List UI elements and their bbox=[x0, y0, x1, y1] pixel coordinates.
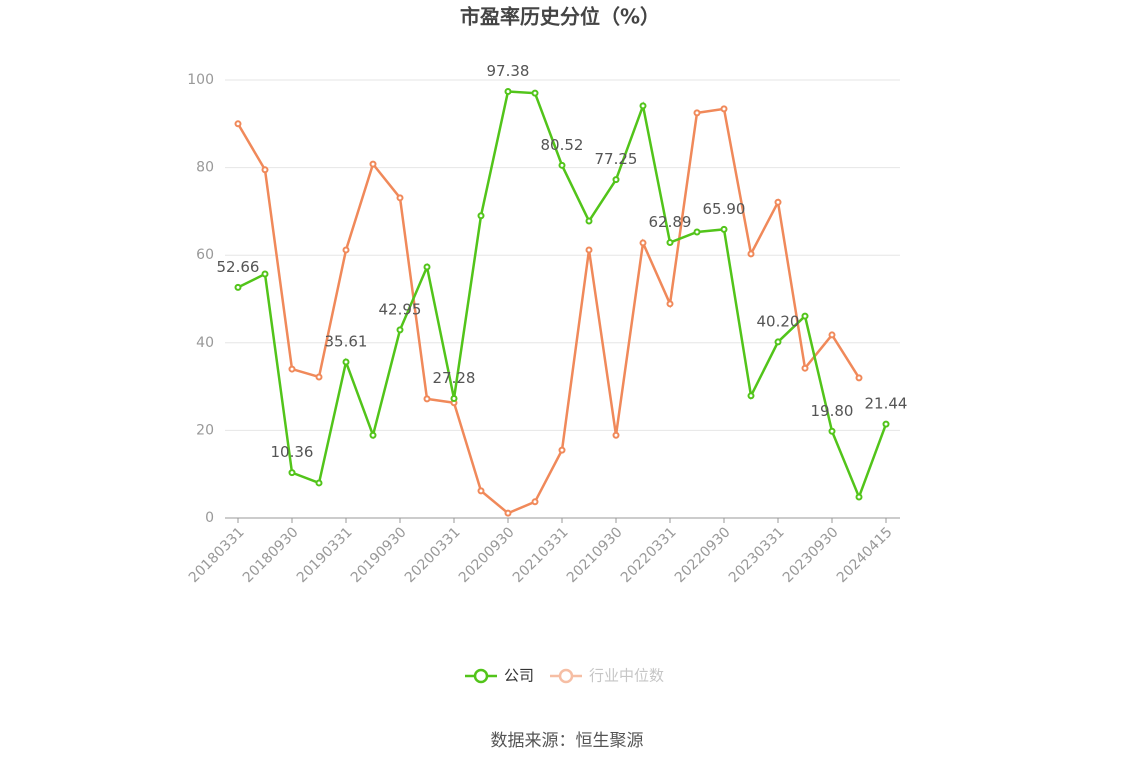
x-tick-label: 20180331 bbox=[186, 524, 248, 586]
data-point bbox=[342, 358, 350, 366]
data-point bbox=[477, 212, 485, 220]
legend-item[interactable]: 公司 bbox=[465, 667, 534, 685]
data-point bbox=[261, 166, 269, 174]
data-label: 19.80 bbox=[811, 402, 854, 420]
x-tick-label: 20190331 bbox=[294, 524, 356, 586]
data-point bbox=[477, 487, 485, 495]
data-point bbox=[504, 509, 512, 517]
data-point bbox=[747, 250, 755, 258]
data-label: 27.28 bbox=[433, 369, 476, 387]
x-tick-label: 20220930 bbox=[672, 524, 734, 586]
data-point bbox=[369, 160, 377, 168]
x-tick-label: 20220331 bbox=[618, 524, 680, 586]
data-label: 80.52 bbox=[541, 136, 584, 154]
legend-label: 行业中位数 bbox=[589, 667, 664, 685]
data-point bbox=[639, 239, 647, 247]
x-tick-label: 20240415 bbox=[834, 524, 896, 586]
data-point bbox=[423, 395, 431, 403]
data-point bbox=[720, 105, 728, 113]
data-point bbox=[423, 263, 431, 271]
x-tick-label: 20230930 bbox=[780, 524, 842, 586]
data-point bbox=[828, 331, 836, 339]
data-point bbox=[612, 176, 620, 184]
data-point bbox=[855, 374, 863, 382]
data-point bbox=[234, 120, 242, 128]
legend-marker bbox=[473, 668, 489, 684]
legend-item[interactable]: 行业中位数 bbox=[550, 667, 664, 685]
x-tick-label: 20210331 bbox=[510, 524, 572, 586]
data-point bbox=[693, 228, 701, 236]
y-tick-label: 60 bbox=[196, 247, 214, 263]
data-point bbox=[801, 364, 809, 372]
x-tick-label: 20210930 bbox=[564, 524, 626, 586]
data-point bbox=[801, 312, 809, 320]
data-label: 35.61 bbox=[325, 333, 368, 351]
x-tick-label: 20200331 bbox=[402, 524, 464, 586]
data-label: 65.90 bbox=[703, 200, 746, 218]
y-tick-label: 80 bbox=[196, 160, 214, 176]
data-point bbox=[315, 373, 323, 381]
data-point bbox=[558, 446, 566, 454]
data-point bbox=[585, 217, 593, 225]
data-point bbox=[315, 479, 323, 487]
x-tick-label: 20230331 bbox=[726, 524, 788, 586]
data-point bbox=[774, 338, 782, 346]
data-label: 40.20 bbox=[757, 312, 800, 330]
x-tick-label: 20180930 bbox=[240, 524, 302, 586]
data-point bbox=[612, 431, 620, 439]
x-tick-label: 20190930 bbox=[348, 524, 410, 586]
data-point bbox=[450, 395, 458, 403]
data-point bbox=[720, 225, 728, 233]
legend-marker bbox=[558, 668, 574, 684]
y-tick-label: 40 bbox=[196, 335, 214, 351]
source-note: 数据来源：恒生聚源 bbox=[491, 731, 644, 751]
series-line bbox=[236, 107, 861, 515]
y-tick-label: 100 bbox=[187, 72, 214, 88]
data-point bbox=[234, 283, 242, 291]
y-tick-label: 20 bbox=[196, 422, 214, 438]
data-point bbox=[774, 198, 782, 206]
legend-label: 公司 bbox=[504, 667, 534, 685]
data-point bbox=[666, 239, 674, 247]
chart-title: 市盈率历史分位（%） bbox=[460, 5, 660, 29]
data-point bbox=[693, 109, 701, 117]
x-tick-label: 20200930 bbox=[456, 524, 518, 586]
data-point bbox=[531, 498, 539, 506]
data-label: 52.66 bbox=[217, 258, 260, 276]
data-point bbox=[504, 87, 512, 95]
data-point bbox=[396, 194, 404, 202]
data-point bbox=[882, 420, 890, 428]
data-label: 62.89 bbox=[649, 213, 692, 231]
data-label: 10.36 bbox=[271, 443, 314, 461]
data-label: 97.38 bbox=[487, 62, 530, 80]
data-label: 21.44 bbox=[865, 395, 908, 413]
data-point bbox=[639, 102, 647, 110]
data-point bbox=[828, 427, 836, 435]
data-point bbox=[396, 326, 404, 334]
data-point bbox=[585, 246, 593, 254]
data-point bbox=[288, 365, 296, 373]
data-point bbox=[666, 300, 674, 308]
data-label: 77.25 bbox=[595, 150, 638, 168]
data-point bbox=[369, 431, 377, 439]
y-tick-label: 0 bbox=[205, 510, 214, 526]
data-point bbox=[342, 246, 350, 254]
data-point bbox=[531, 89, 539, 97]
data-point bbox=[855, 493, 863, 501]
data-point bbox=[288, 469, 296, 477]
data-point bbox=[747, 392, 755, 400]
data-point bbox=[261, 270, 269, 278]
data-point bbox=[558, 161, 566, 169]
data-label: 42.95 bbox=[379, 300, 422, 318]
